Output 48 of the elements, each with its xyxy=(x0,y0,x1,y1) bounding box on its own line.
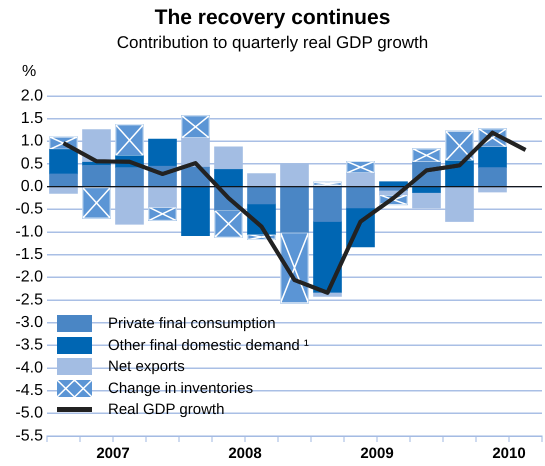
x-tick-label: 2010 xyxy=(492,445,526,462)
bar xyxy=(49,149,78,174)
bar xyxy=(115,167,144,186)
x-tick-label: 2009 xyxy=(360,445,394,462)
bar xyxy=(82,165,111,186)
y-tick-label: 1.0 xyxy=(20,132,44,150)
bar xyxy=(313,187,342,222)
bar xyxy=(49,174,78,186)
bar xyxy=(280,187,309,233)
bar xyxy=(148,138,177,167)
bar xyxy=(313,221,342,293)
bar xyxy=(247,173,276,186)
y-tick-label: -5.0 xyxy=(15,404,44,422)
legend-label: Net exports xyxy=(108,358,185,376)
y-tick-label: -2.5 xyxy=(15,291,44,308)
y-axis-title: % xyxy=(22,63,36,81)
bar xyxy=(478,167,507,186)
y-tick-label: -1.0 xyxy=(15,223,44,240)
bar xyxy=(49,187,78,194)
chart-subtitle: Contribution to quarterly real GDP growth xyxy=(116,33,430,53)
legend-label: Private final consumption xyxy=(108,315,276,332)
bar xyxy=(478,187,507,192)
bar xyxy=(214,169,243,186)
y-tick-label: -3.0 xyxy=(15,314,44,332)
y-tick-label: 1.5 xyxy=(20,110,44,128)
y-tick-label: 2.0 xyxy=(20,87,44,104)
legend-label: Change in inventories xyxy=(108,380,254,397)
chart-title: The recovery continues xyxy=(154,6,392,30)
y-tick-label: -2.0 xyxy=(15,268,44,286)
y-tick-label: -5.5 xyxy=(15,427,44,444)
x-tick-label: 2008 xyxy=(228,445,262,462)
y-tick-label: -4.0 xyxy=(15,359,44,376)
x-tick-label: 2007 xyxy=(96,445,130,462)
bar xyxy=(181,187,210,236)
y-tick-label: -4.5 xyxy=(15,382,44,400)
y-tick-label: -3.5 xyxy=(15,336,44,354)
legend-label: Real GDP growth xyxy=(108,401,224,418)
bar xyxy=(412,187,441,193)
legend-label: Other final domestic demand ¹ xyxy=(108,336,309,354)
bar xyxy=(478,146,507,168)
bar xyxy=(247,187,276,204)
y-tick-label: -1.5 xyxy=(15,246,44,264)
y-tick-label: 0.0 xyxy=(20,178,44,196)
bar xyxy=(148,187,177,208)
y-tick-label: -0.5 xyxy=(15,200,44,218)
y-tick-label: 0.5 xyxy=(20,155,44,172)
bar xyxy=(346,172,375,186)
bar xyxy=(346,187,375,208)
